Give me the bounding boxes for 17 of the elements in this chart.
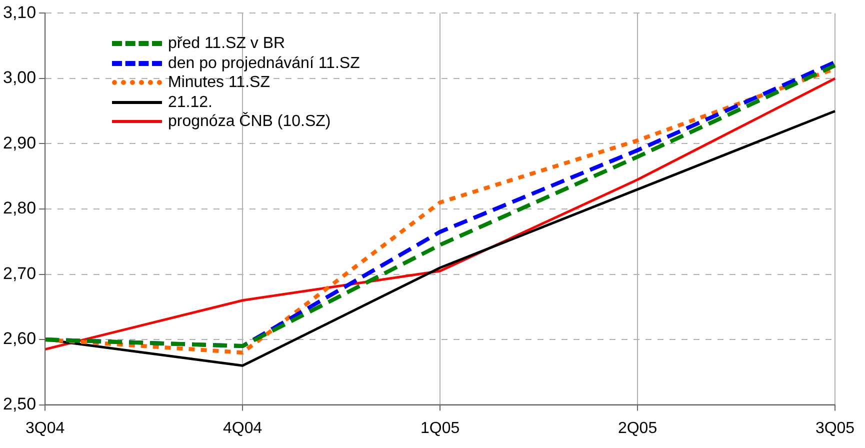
y-tick-label: 3,00	[2, 68, 36, 88]
legend-label: 21.12.	[168, 92, 212, 112]
y-tick-label: 3,10	[2, 2, 36, 22]
y-tick-label: 2,90	[2, 133, 36, 152]
y-tick-label: 2,60	[2, 329, 36, 348]
x-tick-label: 3Q04	[26, 420, 65, 437]
x-tick-label: 2Q05	[618, 420, 658, 437]
y-tick-label: 2,80	[2, 198, 36, 218]
x-tick-label: 4Q04	[222, 420, 262, 437]
x-tick-label: 1Q05	[420, 420, 460, 437]
legend-label: Minutes 11.SZ	[168, 73, 270, 92]
x-tick-label: 3Q05	[815, 420, 855, 437]
legend-label: před 11.SZ v BR	[168, 34, 286, 54]
y-tick-label: 2,70	[2, 264, 36, 283]
legend-label: den po projednávání 11.SZ	[168, 54, 360, 73]
y-tick-label: 2,50	[2, 394, 36, 414]
legend-label: prognóza ČNB (10.SZ)	[168, 112, 331, 132]
